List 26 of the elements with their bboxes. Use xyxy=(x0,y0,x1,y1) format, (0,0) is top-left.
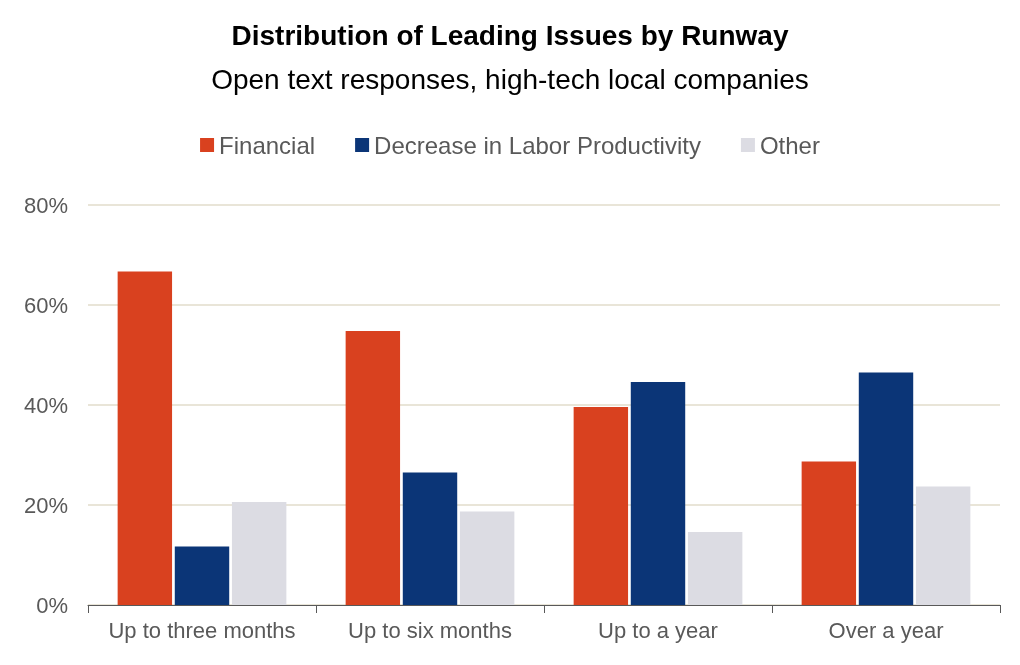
y-tick-label: 0% xyxy=(36,592,68,618)
legend-label: Decrease in Labor Productivity xyxy=(374,131,701,159)
y-tick-label: 80% xyxy=(23,192,68,218)
bar xyxy=(345,331,401,605)
bar xyxy=(231,502,287,605)
bar xyxy=(858,372,914,605)
bar xyxy=(915,486,971,605)
bar xyxy=(402,472,458,605)
legend-label: Other xyxy=(759,131,820,159)
x-tick-label: Over a year xyxy=(828,617,944,643)
bar xyxy=(459,511,515,605)
bar xyxy=(687,532,743,605)
y-tick-label: 20% xyxy=(23,492,68,518)
bar xyxy=(174,546,230,605)
legend-label: Financial xyxy=(219,131,316,159)
y-tick-label: 60% xyxy=(23,292,68,318)
bar xyxy=(801,461,857,605)
bar xyxy=(573,407,629,605)
x-tick-label: Up to six months xyxy=(348,617,512,643)
chart-subtitle: Open text responses, high-tech local companies xyxy=(211,63,809,95)
bar xyxy=(117,271,173,605)
x-tick-label: Up to three months xyxy=(108,617,296,643)
y-tick-label: 40% xyxy=(23,392,68,418)
bar xyxy=(630,382,686,605)
x-tick-label: Up to a year xyxy=(598,617,718,643)
chart-title: Distribution of Leading Issues by Runway xyxy=(231,19,789,51)
